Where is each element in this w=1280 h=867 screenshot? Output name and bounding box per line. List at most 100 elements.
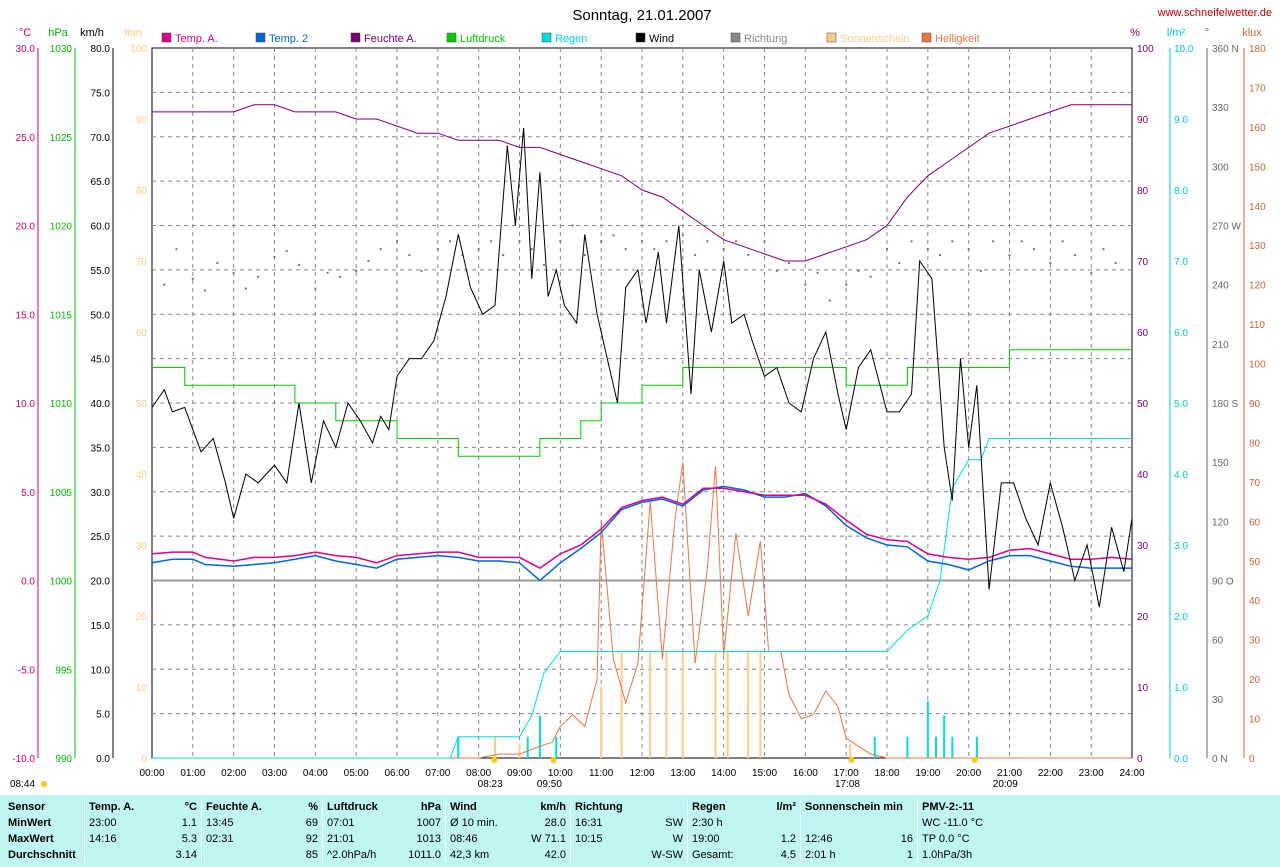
direction-point: [804, 283, 807, 286]
hdr-rain: Regen: [687, 799, 752, 815]
temp-max-value: 5.3: [181, 833, 197, 845]
hdr-sunshine: Sonnenschein min: [800, 799, 918, 815]
direction-tick-label: 0 N: [1212, 754, 1228, 765]
x-tick-label: 04:00: [303, 768, 328, 779]
x-tick-label: 01:00: [180, 768, 205, 779]
hdr-pressure-unit: hPa: [420, 801, 441, 813]
rain-duration: 2:30 h: [687, 815, 752, 831]
x-axis: 00:00 01:00 02:00 03:00 04:00 05:00 06:00 07:00…: [139, 768, 1144, 779]
brightness-tick-label: 10: [1249, 715, 1261, 726]
wind-line: [151, 127, 1133, 608]
direction-point: [273, 256, 276, 259]
direction-tick-label: 210: [1212, 340, 1229, 351]
direction-point: [926, 248, 929, 251]
direction-point: [681, 234, 684, 237]
wind-gust-value: W 71.1: [531, 833, 566, 845]
x-tick-label: 06:00: [384, 768, 409, 779]
plot-area: [151, 104, 1133, 759]
hdr-temp: Temp. A.: [84, 799, 153, 815]
axis-unit-label: klux: [1242, 27, 1262, 39]
direction-point: [502, 254, 505, 257]
wind-tick-label: 20.0: [91, 577, 111, 588]
direction-point: [232, 271, 235, 274]
brightness-tick-label: 80: [1249, 438, 1261, 449]
direction-point: [1008, 254, 1011, 257]
wind-tick-label: 10.0: [91, 665, 111, 676]
site-url: www.schneifelwetter.de: [1157, 7, 1272, 19]
wind-tick-label: 75.0: [91, 88, 111, 99]
wind-tick-label: 40.0: [91, 399, 111, 410]
direction-point: [298, 263, 300, 266]
direction-tick-label: 120: [1212, 517, 1229, 528]
direction-point: [461, 254, 464, 257]
pressure-min-value: 1007: [416, 817, 441, 829]
x-tick-label: 20:00: [956, 768, 981, 779]
legend-swatch: [730, 32, 741, 43]
pressure-max-time: 21:01: [322, 831, 389, 847]
pressure-tick-label: 1005: [50, 488, 73, 499]
humidity-tick-label: 100: [1137, 44, 1154, 55]
direction-tick-label: 90 O: [1212, 577, 1234, 588]
rain-tick-label: 7.0: [1174, 257, 1188, 268]
axis-unit-label: km/h: [80, 27, 104, 39]
humidity-tick-label: 90: [1137, 115, 1149, 126]
direction-point: [845, 283, 848, 286]
sun-marker-label: 17:08: [835, 779, 860, 790]
humidity-max-time: 02:31: [201, 831, 274, 847]
direction-point: [477, 248, 480, 251]
direction-point: [489, 240, 492, 243]
axis-unit-label: °C: [19, 27, 31, 39]
direction-point: [1033, 248, 1035, 251]
sun-marker-icon: [550, 757, 557, 763]
rain-tick-label: 2.0: [1174, 612, 1188, 623]
pmv-windchill: WC -11.0 °C: [917, 815, 1016, 831]
rain-tick-label: 8.0: [1174, 186, 1188, 197]
pressure-tick-label: 1000: [50, 577, 73, 588]
direction-point: [175, 248, 178, 251]
wind-avg-day-value: 42.0: [544, 849, 566, 861]
rain-tick-label: 6.0: [1174, 328, 1188, 339]
legend-label: Helligkeit: [935, 33, 980, 45]
hdr-pmv: PMV-2:-11: [917, 799, 1016, 815]
sunshine-tick-label: 40: [136, 470, 148, 481]
humidity-tick-label: 10: [1137, 683, 1149, 694]
hdr-direction-value: [639, 799, 688, 815]
brightness-tick-label: 130: [1249, 241, 1266, 252]
direction-point: [869, 275, 872, 278]
direction-point: [951, 240, 954, 243]
direction-point: [244, 287, 247, 290]
temp-avg-time: [84, 847, 153, 863]
direction-point: [355, 269, 358, 272]
statistics-table: Sensor Temp. A. °C Feuchte A. % Luftdruc…: [4, 799, 1016, 863]
humidity-tick-label: 60: [1137, 328, 1149, 339]
legend-label: Wind: [649, 33, 674, 45]
wind-distance: 42,3 km: [445, 847, 518, 863]
direction-point: [898, 261, 901, 264]
legend-label: Temp. A.: [175, 33, 218, 45]
hdr-humidity-unit: %: [308, 801, 318, 813]
x-tick-label: 10:00: [548, 768, 573, 779]
hdr-direction: Richtung: [570, 799, 639, 815]
direction-point: [191, 277, 194, 280]
humidity-tick-label: 40: [1137, 470, 1149, 481]
direction-min-value: SW: [665, 817, 683, 829]
pressure-trend: ^2.0hPa/h: [322, 847, 389, 863]
stats-row: Durchschnitt 3.14 85 ^2.0hPa/h 1011.0 42…: [4, 847, 1016, 863]
x-tick-label: 08:00: [466, 768, 491, 779]
sunrise-time-label: 08:44: [10, 779, 35, 790]
x-tick-label: 19:00: [915, 768, 940, 779]
sunshine-tick-label: 10: [136, 683, 148, 694]
direction-point: [967, 248, 970, 251]
wind-tick-label: 25.0: [91, 532, 111, 543]
x-tick-label: 07:00: [425, 768, 450, 779]
legend: Temp. A. Temp. 2 Feuchte A. Luftdruck Regen W…: [161, 32, 980, 45]
wind-tick-label: 70.0: [91, 133, 111, 144]
statistics-panel: Sensor Temp. A. °C Feuchte A. % Luftdruc…: [0, 795, 1280, 867]
x-tick-label: 05:00: [344, 768, 369, 779]
sun-icon: [41, 781, 47, 787]
pressure-max-value: 1013: [416, 833, 441, 845]
axis-unit-label: °: [1205, 27, 1209, 39]
humidity-avg-value: 85: [305, 849, 318, 861]
axis-unit-label: %: [1130, 27, 1140, 39]
direction-point: [379, 248, 382, 251]
